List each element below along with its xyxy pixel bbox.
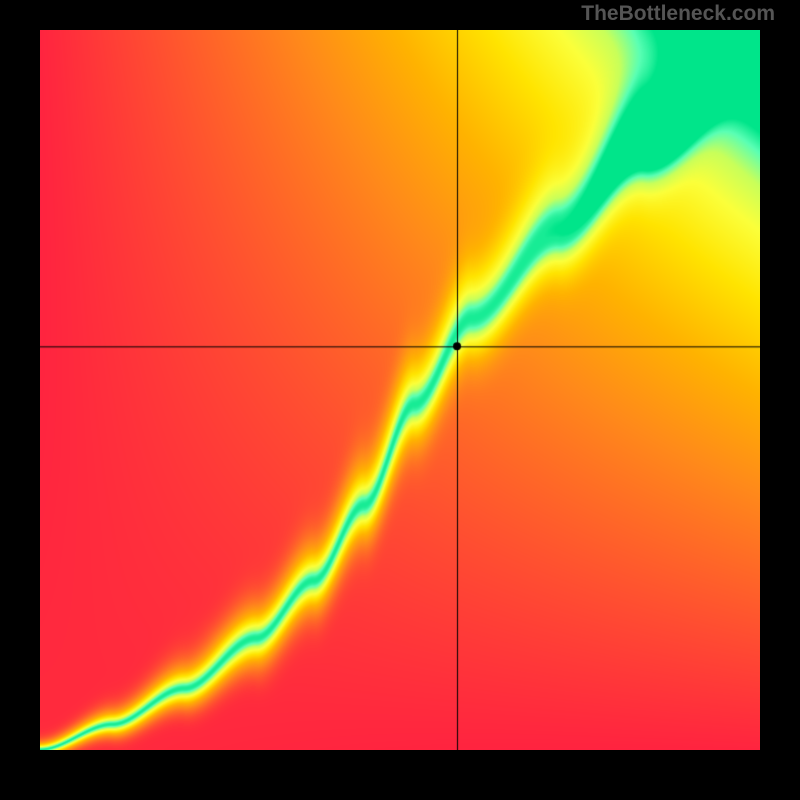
bottleneck-heatmap (40, 30, 760, 750)
attribution-text: TheBottleneck.com (581, 2, 775, 26)
